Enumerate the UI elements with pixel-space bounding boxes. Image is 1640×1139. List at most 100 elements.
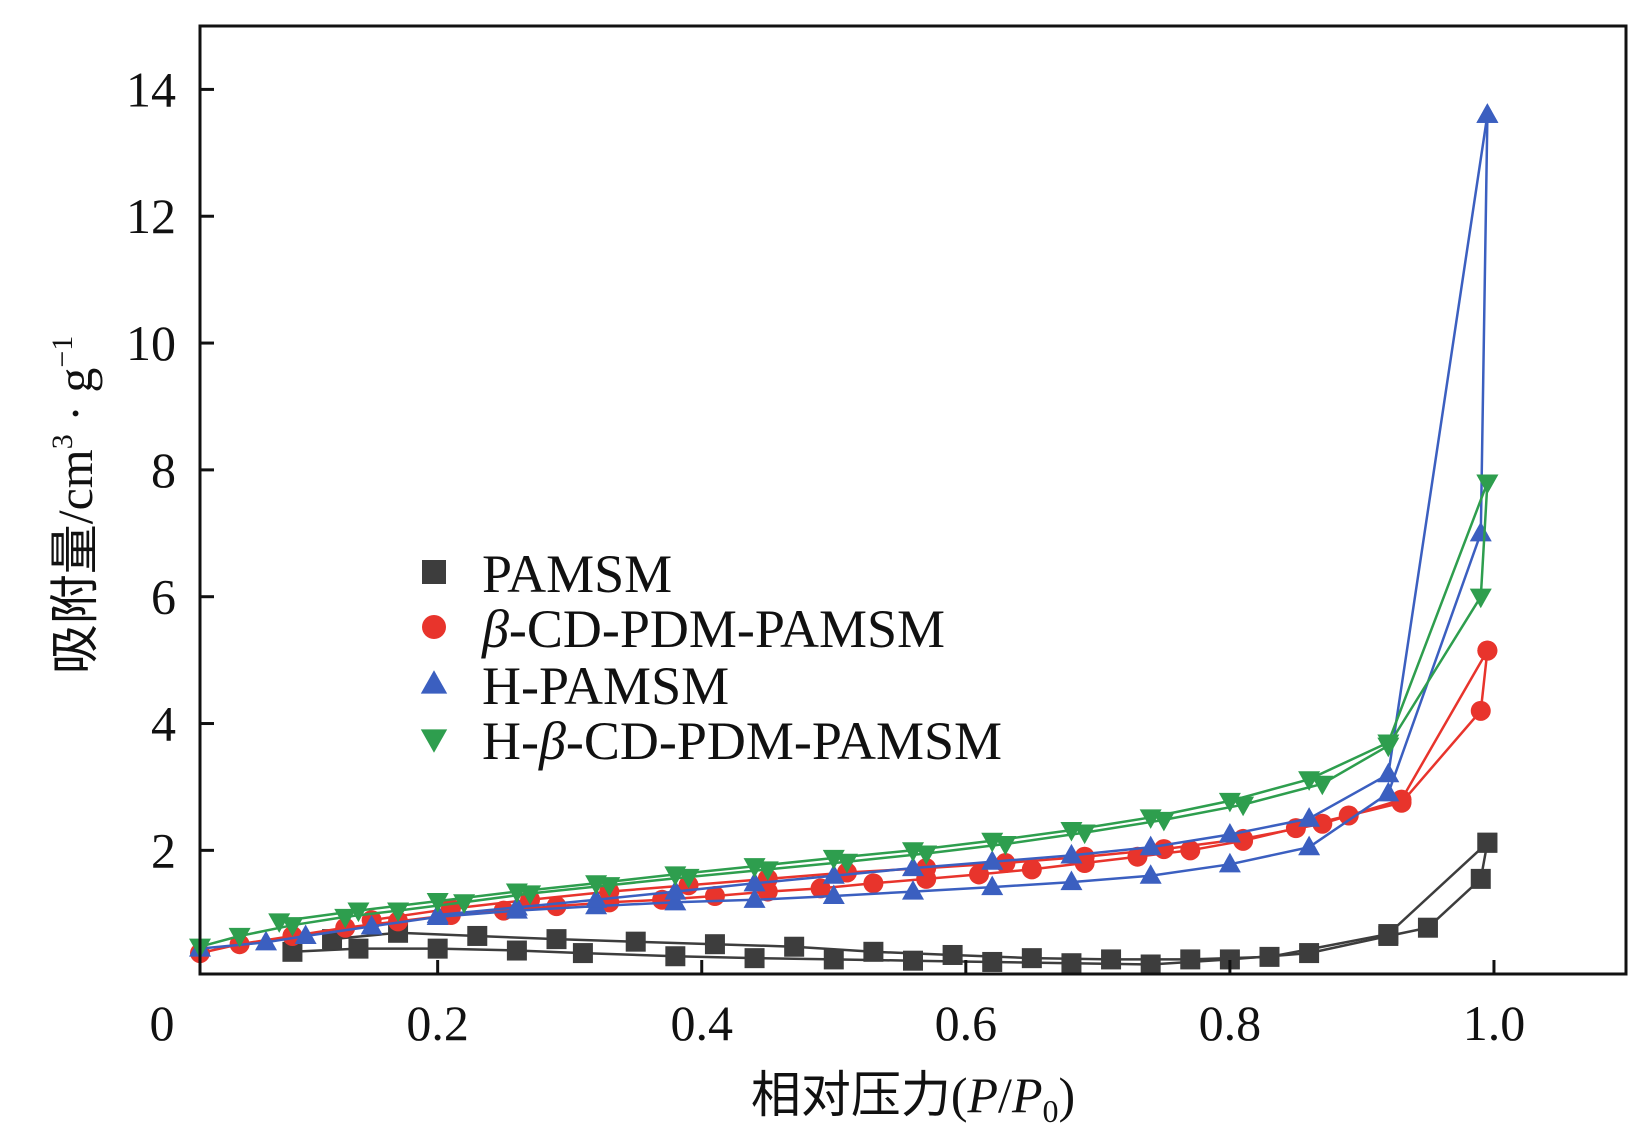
data-point	[505, 883, 528, 904]
data-point	[835, 853, 858, 874]
y-tick-label: 4	[151, 696, 176, 752]
x-axis-title-p2: P	[1011, 1067, 1043, 1123]
data-point	[784, 936, 805, 957]
data-point	[625, 931, 646, 952]
data-point	[453, 894, 476, 914]
data-point	[1391, 789, 1412, 810]
data-point	[1101, 949, 1122, 970]
data-point	[1218, 852, 1241, 873]
series-0	[282, 832, 1498, 975]
series-layer	[189, 103, 1499, 975]
data-point	[1219, 949, 1240, 970]
data-point	[1152, 811, 1175, 832]
series-1	[190, 640, 1498, 964]
data-point	[1021, 859, 1042, 880]
series-3	[189, 474, 1499, 959]
data-point	[585, 888, 608, 908]
legend-label-part: PAMSM	[482, 544, 672, 604]
data-point	[360, 914, 383, 935]
data-point	[546, 896, 567, 917]
data-point	[1470, 700, 1491, 721]
legend-label: H-β-CD-PDM-PAMSM	[482, 711, 1002, 771]
data-point	[1139, 809, 1162, 829]
data-point	[1311, 775, 1334, 796]
data-point	[822, 864, 845, 884]
data-point	[1338, 805, 1359, 826]
data-point	[942, 944, 963, 965]
y-tick-label: 12	[126, 188, 176, 244]
x-tick-label: 1.0	[1463, 995, 1526, 1051]
origin-label: 0	[150, 995, 175, 1051]
y-axis-title-sup1: 3	[46, 434, 79, 449]
data-point	[1469, 521, 1492, 542]
data-point	[1469, 588, 1492, 609]
data-point	[1377, 762, 1400, 783]
data-point	[505, 895, 528, 916]
legend-beta: β	[538, 711, 566, 771]
data-point	[1298, 835, 1321, 856]
y-tick-label: 10	[126, 315, 176, 371]
data-point	[743, 858, 766, 878]
series-line-desorption	[279, 482, 1489, 923]
data-point	[981, 875, 1004, 896]
data-point	[1476, 474, 1499, 495]
x-axis-title-slash: /	[998, 1067, 1012, 1123]
data-point	[228, 927, 251, 948]
data-point	[981, 832, 1004, 853]
series-line-desorption	[437, 114, 1489, 917]
data-point	[982, 951, 1003, 972]
data-point	[863, 941, 884, 962]
data-point	[1298, 807, 1321, 827]
data-point	[1060, 843, 1083, 864]
data-point	[677, 868, 700, 889]
data-point	[585, 875, 608, 895]
data-point	[902, 856, 924, 877]
data-point	[902, 880, 924, 900]
data-point	[268, 913, 291, 933]
data-point	[743, 871, 766, 892]
y-axis-title-main: 吸附量/cm	[47, 449, 103, 674]
data-point	[1021, 948, 1042, 969]
data-point	[1218, 792, 1241, 813]
y-tick-label: 6	[151, 569, 176, 625]
legend: PAMSMβ-CD-PDM-PAMSMH-PAMSMH-β-CD-PDM-PAM…	[420, 544, 1002, 771]
data-point	[1377, 781, 1400, 802]
x-axis-title-close: )	[1059, 1067, 1076, 1123]
data-point	[1061, 953, 1082, 974]
data-point	[426, 893, 449, 913]
data-point	[863, 873, 884, 894]
data-point	[282, 941, 303, 962]
data-point	[1298, 771, 1321, 791]
data-point	[1477, 832, 1498, 853]
data-point	[1259, 946, 1280, 967]
data-point	[1377, 734, 1400, 755]
legend-label: PAMSM	[482, 544, 672, 604]
legend-label-part: -CD-PDM-PAMSM	[509, 599, 945, 659]
data-point	[1060, 870, 1083, 891]
data-point	[1139, 864, 1162, 884]
data-point	[255, 930, 278, 951]
data-point	[822, 849, 845, 870]
data-point	[704, 934, 725, 955]
data-point	[994, 835, 1017, 856]
y-tick-label: 8	[151, 442, 176, 498]
data-point	[1180, 949, 1201, 970]
data-point	[294, 924, 317, 945]
x-tick-label: 0.6	[935, 995, 998, 1051]
data-point	[822, 884, 845, 905]
x-axis-title-p1: P	[967, 1067, 999, 1123]
data-point	[519, 885, 542, 905]
data-point	[334, 908, 357, 929]
x-tick-label: 0.4	[670, 995, 733, 1051]
legend-marker	[420, 670, 448, 694]
data-point	[665, 946, 686, 967]
legend-marker	[420, 729, 448, 753]
data-point	[1073, 824, 1096, 845]
legend-label: H-PAMSM	[482, 656, 729, 716]
data-point	[1140, 954, 1161, 975]
legend-marker	[422, 560, 446, 584]
legend-beta: β	[481, 599, 509, 659]
x-tick-label: 0.2	[406, 995, 469, 1051]
x-axis-ticks: 0.2 0.4 0.6 0.8 1.0	[406, 960, 1525, 1051]
